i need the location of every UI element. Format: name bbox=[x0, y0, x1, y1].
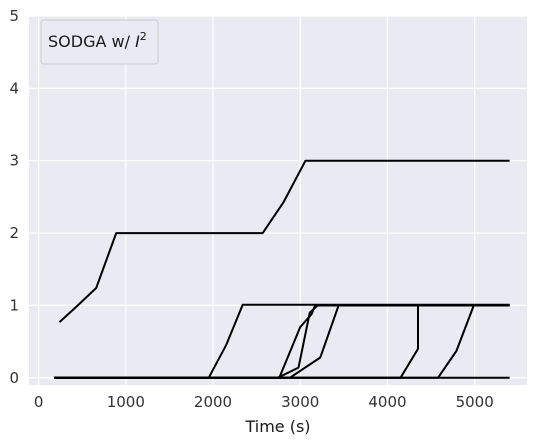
y-tick-label: 1 bbox=[9, 296, 19, 314]
legend-box bbox=[40, 19, 159, 65]
legend: SODGA w/ I2 bbox=[40, 19, 159, 65]
x-tick-label: 4000 bbox=[368, 393, 406, 411]
legend-label: SODGA w/ I2 bbox=[48, 30, 147, 51]
y-tick-label: 3 bbox=[9, 152, 19, 170]
plot-area bbox=[29, 16, 527, 385]
series-line-1 bbox=[58, 159, 510, 323]
x-tick-label: 5000 bbox=[456, 393, 494, 411]
x-tick-label: 0 bbox=[34, 393, 44, 411]
tick-labels: 0 1000 2000 3000 4000 5000 0 1 2 3 4 5 bbox=[9, 7, 493, 411]
legend-label-superscript: 2 bbox=[140, 30, 147, 43]
y-tick-label: 4 bbox=[9, 79, 19, 97]
y-tick-label: 2 bbox=[9, 224, 19, 242]
legend-label-symbol: I bbox=[135, 32, 140, 51]
y-tick-label: 5 bbox=[9, 7, 19, 25]
x-tick-label: 2000 bbox=[194, 393, 232, 411]
x-tick-label: 3000 bbox=[281, 393, 319, 411]
x-axis-label: Time (s) bbox=[244, 417, 310, 436]
legend-label-prefix: SODGA w/ bbox=[48, 32, 135, 51]
series-group bbox=[54, 159, 510, 379]
x-tick-label: 1000 bbox=[107, 393, 145, 411]
y-tick-label: 0 bbox=[9, 369, 19, 387]
